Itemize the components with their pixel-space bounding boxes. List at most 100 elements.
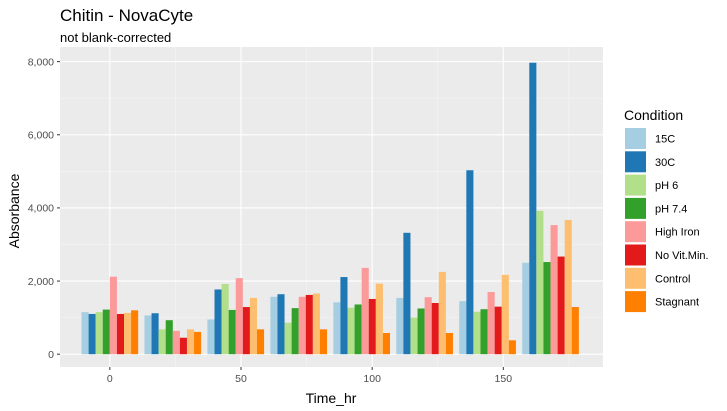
- bar: [305, 294, 313, 355]
- bar: [550, 225, 558, 355]
- x-tick-label: 150: [495, 373, 513, 385]
- bar: [95, 312, 103, 355]
- legend-key: [625, 221, 646, 243]
- y-axis: 0 2,000 4,000 6,000 8,000: [28, 56, 60, 361]
- bar: [480, 309, 488, 355]
- legend: Condition 15C 30C pH 6 pH 7.4 High Iron No Vi…: [624, 107, 709, 313]
- bar: [438, 271, 446, 355]
- y-tick-label: 6,000: [28, 129, 54, 141]
- bar: [557, 256, 565, 355]
- legend-key: [625, 174, 646, 196]
- bar: [417, 308, 425, 355]
- bar: [116, 313, 125, 355]
- bar: [333, 302, 341, 355]
- bar: [172, 330, 180, 355]
- bar: [508, 340, 516, 355]
- bar: [445, 332, 453, 355]
- bar: [109, 276, 117, 355]
- bar: [403, 232, 411, 355]
- y-tick-label: 2,000: [28, 276, 54, 288]
- legend-label: Stagnant: [655, 297, 699, 309]
- bar: [354, 304, 362, 355]
- legend-key: [625, 128, 646, 149]
- bar: [410, 317, 418, 355]
- minor-gridlines: [60, 47, 603, 367]
- chart-subtitle: not blank-corrected: [60, 30, 171, 45]
- bar: [124, 312, 132, 355]
- bars: [81, 62, 579, 355]
- bar: [312, 293, 320, 355]
- legend-key: [625, 267, 646, 289]
- bar: [564, 219, 572, 355]
- bar: [543, 262, 551, 355]
- bar: [221, 283, 229, 355]
- bar: [522, 262, 530, 355]
- bar: [144, 315, 152, 355]
- bar: [396, 297, 404, 355]
- bar: [88, 313, 96, 355]
- bar: [319, 329, 328, 355]
- bar: [81, 312, 89, 355]
- bar: [102, 309, 110, 355]
- bar: [277, 294, 285, 355]
- y-tick-label: 8,000: [28, 56, 54, 68]
- legend-label: pH 7.4: [655, 203, 687, 215]
- bar: [473, 311, 481, 355]
- legend-label: Control: [655, 273, 690, 285]
- legend-title: Condition: [624, 107, 683, 123]
- bar: [165, 320, 173, 355]
- legend-label: 30C: [655, 157, 675, 169]
- bar: [214, 289, 222, 355]
- legend-label: No Vit.Min.: [655, 250, 709, 262]
- bar: [270, 296, 278, 355]
- bar: [284, 322, 292, 355]
- bar: [361, 267, 369, 355]
- bar: [298, 296, 306, 355]
- bar: [536, 210, 544, 355]
- x-tick-label: 0: [107, 373, 113, 385]
- chart-title: Chitin - NovaCyte: [60, 6, 193, 25]
- bar: [382, 332, 390, 355]
- bar: [207, 319, 215, 355]
- legend-key: [625, 291, 646, 313]
- bar: [571, 307, 579, 355]
- bar: [235, 278, 243, 355]
- bar: [179, 337, 187, 355]
- bar: [487, 292, 495, 355]
- legend-key: [625, 151, 646, 173]
- bar: [459, 301, 467, 355]
- x-axis-title: Time_hr: [306, 390, 357, 406]
- bar: [158, 329, 166, 355]
- bar: [368, 298, 376, 355]
- bar: [291, 308, 299, 355]
- bar: [431, 303, 439, 355]
- bar: [242, 307, 250, 355]
- bar: [228, 309, 236, 355]
- bar: [424, 297, 432, 355]
- legend-key: [625, 244, 646, 266]
- bar: [151, 313, 159, 355]
- bar: [494, 306, 502, 355]
- bar: [529, 62, 537, 355]
- bar: [347, 307, 355, 355]
- legend-label: pH 6: [655, 180, 678, 192]
- plot-panel: [60, 47, 603, 367]
- y-tick-label: 4,000: [28, 203, 54, 215]
- bar: [186, 329, 195, 355]
- legend-label: High Iron: [655, 227, 700, 239]
- legend-label: 15C: [655, 134, 675, 146]
- bar: [501, 274, 509, 355]
- bar: [131, 310, 139, 355]
- bar: [340, 277, 348, 355]
- legend-key: [625, 197, 646, 219]
- bar: [375, 283, 383, 355]
- bar: [194, 331, 202, 355]
- bar: [257, 329, 265, 355]
- y-axis-title: Absorbance: [6, 173, 22, 248]
- x-tick-label: 100: [363, 373, 381, 385]
- y-tick-label: 0: [48, 349, 54, 361]
- bar: [466, 170, 474, 355]
- x-axis: 0 50 100 150: [107, 367, 512, 385]
- x-tick-label: 50: [235, 373, 247, 385]
